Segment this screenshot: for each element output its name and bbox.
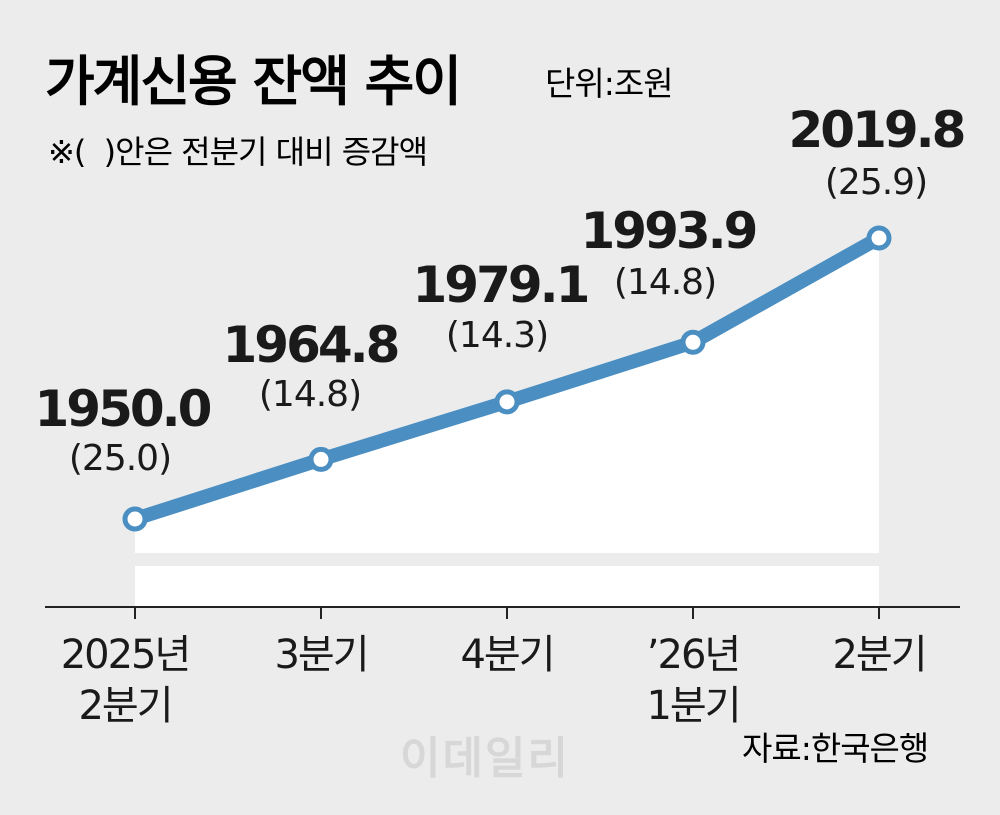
footnote: ※( )안은 전분기 대비 증감액 (48, 133, 427, 171)
data-point-2 (308, 446, 334, 472)
source-label: 자료:한국은행 (742, 729, 928, 768)
x-tick-label-3: 4분기 (460, 632, 553, 678)
value-label-3: 1979.1 (413, 256, 588, 314)
x-tick-label-2: 3분기 (274, 632, 367, 678)
value-label-2: 1964.8 (223, 316, 398, 374)
change-label-1: (25.0) (69, 438, 171, 479)
watermark: 이데일리 (400, 733, 570, 784)
x-tick-label-5: 2분기 (832, 632, 925, 678)
x-tick-label-1-line-2: 2분기 (78, 683, 171, 729)
value-label-5: 2019.8 (789, 101, 964, 159)
x-tick-label-4-line-2: 1분기 (646, 683, 739, 729)
area-fill (135, 238, 879, 553)
change-label-5: (25.9) (825, 162, 927, 203)
data-point-5 (866, 225, 892, 251)
chart-title: 가계신용 잔액 추이 (45, 50, 460, 113)
change-label-2: (14.8) (259, 374, 361, 415)
change-label-3: (14.3) (446, 315, 548, 356)
data-point-1 (122, 506, 148, 532)
value-label-1: 1950.0 (35, 380, 211, 438)
x-tick-label-1-line-1: 2025년 (61, 632, 190, 678)
change-label-4: (14.8) (614, 262, 716, 303)
area-base-band (135, 566, 879, 607)
value-label-4: 1993.9 (581, 202, 756, 260)
unit-label: 단위:조원 (545, 64, 673, 103)
x-tick-label-4-line-1: ’26년 (647, 632, 739, 678)
data-point-4 (680, 329, 706, 355)
data-point-3 (494, 389, 520, 415)
